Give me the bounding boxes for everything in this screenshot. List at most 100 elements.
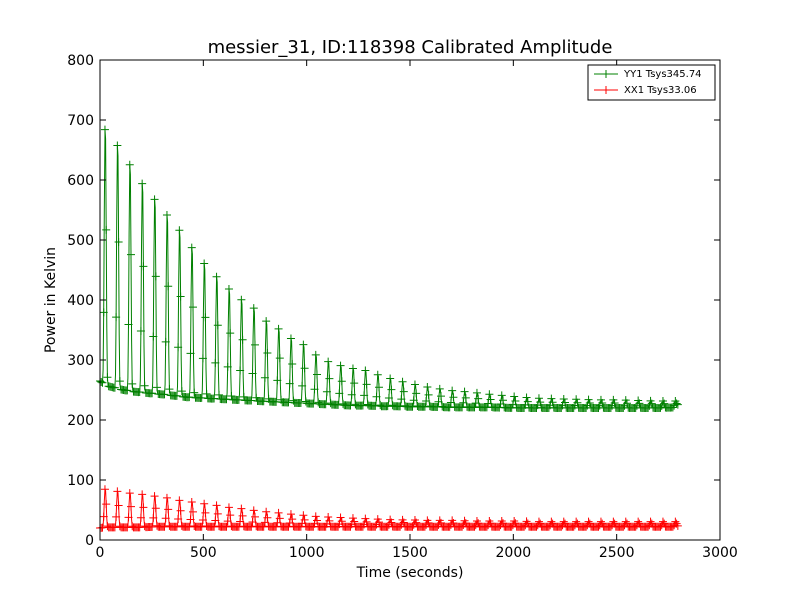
series-point — [350, 517, 359, 526]
series-point — [522, 393, 531, 402]
series-point — [213, 321, 222, 330]
y-tick-label: 300 — [67, 353, 94, 369]
series-point — [310, 385, 319, 394]
series-point — [412, 389, 421, 398]
series-point — [128, 379, 137, 388]
series-point — [149, 332, 158, 341]
series-point — [547, 394, 556, 403]
series-point — [112, 313, 121, 322]
series-point — [559, 517, 568, 526]
series-point — [523, 397, 532, 406]
series-point — [100, 485, 109, 494]
series-point — [201, 508, 210, 517]
series-point — [534, 394, 543, 403]
series-point — [299, 511, 308, 520]
series-point — [372, 392, 381, 401]
series-point — [187, 243, 196, 252]
series-point — [386, 374, 395, 383]
y-tick-label: 0 — [85, 533, 94, 549]
series-point — [324, 512, 333, 521]
series-point — [449, 393, 458, 402]
series-point — [350, 379, 359, 388]
series-point — [658, 517, 667, 526]
y-tick-label: 800 — [67, 53, 94, 69]
series-point — [399, 387, 408, 396]
series-point — [249, 304, 258, 313]
series-point — [673, 521, 682, 530]
series-point — [212, 501, 221, 510]
y-tick-label: 600 — [67, 173, 94, 189]
series-point — [197, 393, 206, 402]
legend-marker-xx1 — [602, 86, 610, 94]
series-point — [125, 489, 134, 498]
series-point — [162, 493, 171, 502]
series-point — [103, 373, 112, 382]
series-point — [324, 357, 333, 366]
series-point — [200, 259, 209, 268]
series-point — [335, 389, 344, 398]
axis-ticks: 0 500 1000 1500 2000 2500 3000 0 100 200 300 400 500… — [67, 53, 738, 561]
series-point — [198, 516, 207, 525]
series-point — [410, 380, 419, 389]
series-point — [361, 514, 370, 523]
series-point — [238, 511, 247, 520]
series-point — [446, 398, 455, 407]
series-point — [186, 349, 195, 358]
series-point — [223, 362, 232, 371]
series-point — [260, 518, 269, 527]
series-point — [260, 373, 269, 382]
plot-area — [96, 125, 682, 532]
series-point — [300, 515, 309, 524]
series-point — [273, 376, 282, 385]
chart-title: messier_31, ID:118398 Calibrated Amplitu… — [208, 37, 613, 58]
series-point — [175, 226, 184, 235]
series-point — [634, 517, 643, 526]
series-point — [285, 379, 294, 388]
series-point — [190, 388, 199, 397]
series-point — [596, 517, 605, 526]
series-point — [162, 210, 171, 219]
series-point — [434, 397, 443, 406]
series-point — [536, 398, 545, 407]
series-point — [160, 390, 169, 399]
series-point — [113, 487, 122, 496]
series-point — [138, 179, 147, 188]
x-tick-label: 0 — [96, 545, 105, 561]
series-point — [248, 517, 257, 526]
series-point — [548, 398, 557, 407]
series-point — [97, 378, 106, 387]
y-tick-label: 100 — [67, 473, 94, 489]
series-markers-0 — [96, 125, 682, 412]
series-point — [424, 390, 433, 399]
series-point — [472, 388, 481, 397]
series-point — [176, 292, 185, 301]
series-point — [236, 366, 245, 375]
series-point — [175, 496, 184, 505]
series-point — [102, 225, 111, 234]
series-point — [300, 364, 309, 373]
series-point — [273, 518, 282, 527]
series-point — [215, 390, 224, 399]
series-point — [635, 399, 644, 408]
series-point — [223, 517, 232, 526]
series-point — [136, 327, 145, 336]
series-point — [435, 384, 444, 393]
series-point — [238, 335, 247, 344]
x-axis-label: Time (seconds) — [356, 565, 464, 581]
series-point — [286, 510, 295, 519]
series-point — [336, 361, 345, 370]
series-point — [647, 399, 656, 408]
series-point — [164, 505, 173, 514]
legend: YY1 Tsys345.74 XX1 Tsys33.06 — [587, 64, 716, 101]
y-tick-label: 700 — [67, 113, 94, 129]
series-point — [113, 141, 122, 150]
series-point — [585, 398, 594, 407]
series-point — [165, 385, 174, 394]
series-point — [348, 514, 357, 523]
series-point — [237, 295, 246, 304]
series-point — [189, 303, 197, 312]
series-point — [668, 522, 677, 531]
series-point — [534, 517, 543, 526]
series-point — [275, 514, 284, 523]
